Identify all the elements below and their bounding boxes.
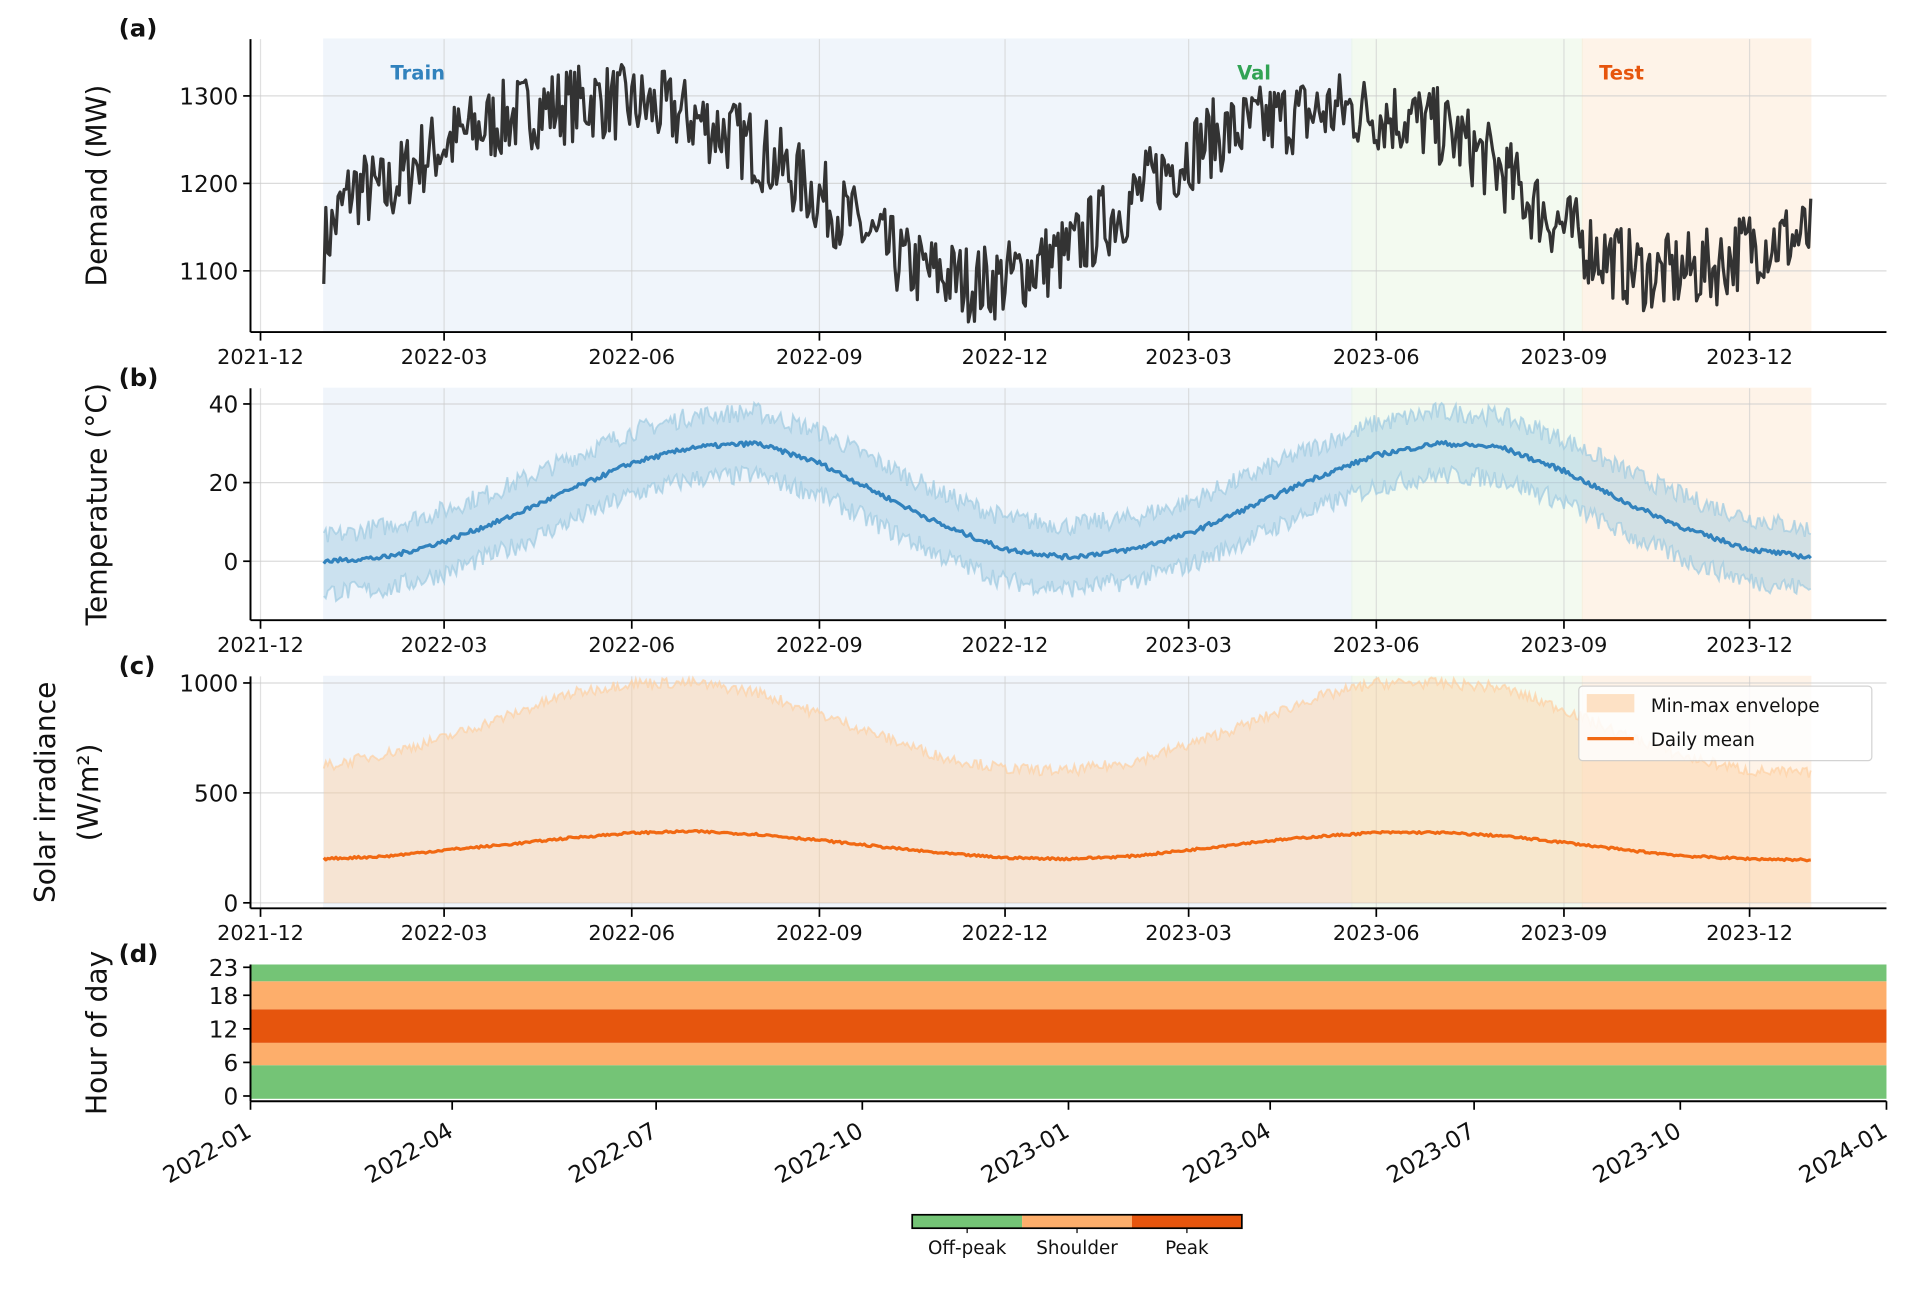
split-region-train bbox=[323, 387, 1353, 621]
legend-box bbox=[1578, 685, 1873, 762]
x-tick-label: 2023-10 bbox=[1588, 1117, 1685, 1189]
x-tick-label: 2023-01 bbox=[977, 1117, 1074, 1189]
envelope-max-line bbox=[322, 400, 1812, 543]
heatmap-band-peak bbox=[250, 1009, 1887, 1043]
x-tick-label: 2022-03 bbox=[401, 345, 488, 369]
x-tick-label: 2023-03 bbox=[1145, 345, 1232, 369]
x-tick-label: 2023-06 bbox=[1333, 921, 1420, 945]
y-tick-label: 1300 bbox=[179, 83, 238, 110]
legend-entry-mean: Daily mean bbox=[1651, 730, 1755, 751]
x-tick-label: 2022-06 bbox=[588, 345, 675, 369]
x-tick-label: 2022-07 bbox=[564, 1117, 661, 1189]
colorbar-label: Off-peak bbox=[928, 1238, 1007, 1259]
y-tick-label: 1100 bbox=[179, 258, 238, 285]
split-region-train bbox=[323, 38, 1353, 333]
legend: Min-max envelope Daily mean bbox=[1578, 685, 1873, 762]
y-tick-label: 20 bbox=[209, 470, 239, 497]
split-region-test bbox=[1581, 387, 1812, 621]
panel-label: (c) bbox=[119, 651, 156, 680]
min-max-envelope bbox=[323, 677, 1811, 903]
legend-envelope-swatch bbox=[1586, 694, 1635, 713]
panel-label: (d) bbox=[119, 939, 159, 968]
demand-line bbox=[322, 62, 1813, 324]
y-tick-label: 18 bbox=[209, 983, 239, 1010]
y-tick-label: 12 bbox=[209, 1016, 239, 1043]
x-tick-label: 2022-03 bbox=[401, 921, 488, 945]
y-tick-label: 1200 bbox=[179, 171, 238, 198]
y-tick-label: 6 bbox=[224, 1050, 239, 1077]
y-tick-label: 23 bbox=[209, 955, 239, 982]
y-tick-label: 0 bbox=[224, 1084, 239, 1111]
y-axis-label: Demand (MW) bbox=[80, 85, 113, 287]
x-tick-label: 2022-06 bbox=[588, 921, 675, 945]
x-tick-label: 2023-12 bbox=[1706, 633, 1793, 657]
daily-mean-line bbox=[322, 440, 1812, 565]
y-tick-label: 0 bbox=[224, 890, 239, 917]
colorbar-label: Shoulder bbox=[1036, 1238, 1118, 1259]
heatmap-band-off-peak bbox=[250, 1065, 1887, 1099]
y-axis-label: Hour of day bbox=[80, 951, 113, 1115]
x-tick-label: 2021-12 bbox=[217, 633, 304, 657]
x-tick-label: 2023-09 bbox=[1521, 633, 1608, 657]
panel-label: (a) bbox=[119, 14, 158, 43]
x-tick-label: 2023-03 bbox=[1145, 921, 1232, 945]
y-tick-label: 1000 bbox=[179, 671, 238, 698]
panel-c: 0 500 1000 2021-12 2022-03 2022-06 2022-09 2022… bbox=[29, 651, 1899, 945]
daily-mean-line bbox=[322, 828, 1811, 863]
x-tick-label: 2022-03 bbox=[401, 633, 488, 657]
x-tick-label: 2022-12 bbox=[962, 921, 1049, 945]
x-tick-label: 2022-09 bbox=[776, 633, 863, 657]
x-tick-label: 2023-07 bbox=[1382, 1117, 1479, 1189]
y-axis-label: Temperature (°C) bbox=[80, 383, 113, 626]
y-axis-label: (W/m²) bbox=[72, 743, 105, 841]
split-label-test: Test bbox=[1599, 61, 1644, 84]
panel-b: 0 20 40 2021-12 2022-03 2022-06 2022-09 2022-12… bbox=[80, 363, 1899, 657]
colorbar-segment-off-peak bbox=[912, 1214, 1023, 1229]
x-tick-label: 2023-12 bbox=[1706, 921, 1793, 945]
y-tick-label: 40 bbox=[209, 392, 239, 419]
x-tick-label: 2024-01 bbox=[1795, 1117, 1892, 1189]
panel-label: (b) bbox=[119, 363, 159, 392]
heatmap-band-shoulder bbox=[250, 1042, 1887, 1066]
heatmap-band-off-peak bbox=[250, 964, 1887, 982]
min-max-envelope bbox=[323, 402, 1811, 602]
x-tick-label: 2022-04 bbox=[360, 1117, 457, 1189]
envelope-min-line bbox=[323, 464, 1812, 603]
colorbar-segment-shoulder bbox=[1022, 1214, 1132, 1229]
heatmap-band-shoulder bbox=[250, 981, 1887, 1010]
x-tick-label: 2023-09 bbox=[1521, 345, 1608, 369]
x-tick-label: 2022-09 bbox=[776, 345, 863, 369]
x-tick-label: 2023-12 bbox=[1706, 345, 1793, 369]
x-tick-label: 2022-10 bbox=[770, 1117, 867, 1189]
x-tick-label: 2023-06 bbox=[1333, 345, 1420, 369]
x-tick-label: 2022-09 bbox=[776, 921, 863, 945]
y-axis-label: Solar irradiance bbox=[29, 682, 62, 903]
x-tick-label: 2023-06 bbox=[1333, 633, 1420, 657]
panel-a: Train Val Test 1100 1200 1300 2021-12 2022-03 20… bbox=[80, 14, 1899, 369]
x-tick-label: 2023-03 bbox=[1145, 633, 1232, 657]
x-tick-label: 2022-01 bbox=[159, 1117, 256, 1189]
split-region-val bbox=[1351, 38, 1583, 333]
x-tick-label: 2021-12 bbox=[217, 921, 304, 945]
x-tick-label: 2023-09 bbox=[1521, 921, 1608, 945]
legend-entry-envelope: Min-max envelope bbox=[1651, 696, 1820, 717]
split-label-val: Val bbox=[1237, 61, 1271, 84]
colorbar-label: Peak bbox=[1165, 1238, 1209, 1259]
x-tick-label: 2023-04 bbox=[1178, 1117, 1275, 1189]
x-tick-label: 2021-12 bbox=[217, 345, 304, 369]
colorbar: Off-peak Shoulder Peak bbox=[911, 1213, 1243, 1259]
x-tick-label: 2022-12 bbox=[962, 345, 1049, 369]
x-tick-label: 2022-12 bbox=[962, 633, 1049, 657]
split-label-train: Train bbox=[390, 61, 445, 84]
envelope-max-line bbox=[322, 674, 1812, 779]
y-tick-label: 500 bbox=[194, 780, 238, 807]
x-tick-label: 2022-06 bbox=[588, 633, 675, 657]
colorbar-segment-peak bbox=[1131, 1214, 1242, 1229]
y-tick-label: 0 bbox=[224, 549, 239, 576]
